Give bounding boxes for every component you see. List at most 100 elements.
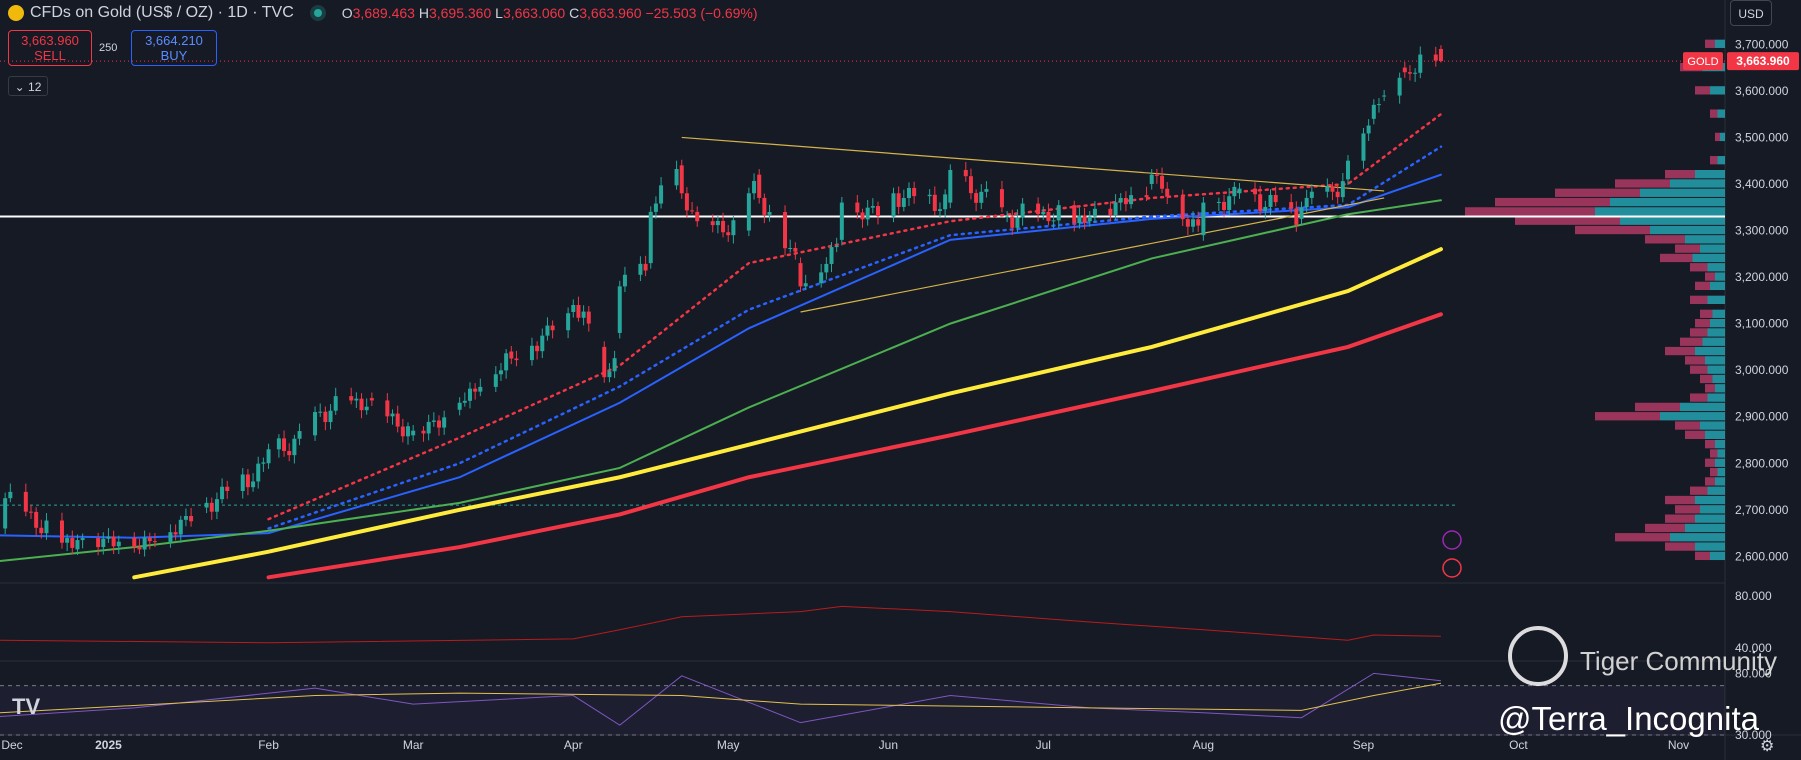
candle-body <box>798 263 803 287</box>
price-tick-label: 2,800.000 <box>1735 456 1789 470</box>
candle-body <box>906 187 911 199</box>
candle-body <box>80 538 85 541</box>
candle-body <box>411 430 416 436</box>
volume-profile-bar-sell <box>1705 440 1715 449</box>
price-tick-label: 2,700.000 <box>1735 503 1789 517</box>
volume-profile-bar-sell <box>1660 253 1693 263</box>
volume-profile-bar-buy <box>1720 132 1725 142</box>
volume-profile-bar-buy <box>1707 365 1725 374</box>
candle-body <box>266 449 271 464</box>
volume-profile-bar-sell <box>1705 272 1715 281</box>
candle-body <box>855 202 860 213</box>
volume-profile-bar-sell <box>1705 458 1715 467</box>
volume-profile-bar-buy <box>1702 337 1725 346</box>
rsi-ma-line <box>0 682 1442 714</box>
buy-button[interactable]: 3,664.210 BUY <box>131 30 217 66</box>
time-tick-label: Mar <box>403 738 424 752</box>
settings-icon[interactable]: ⚙ <box>1760 738 1775 755</box>
candle-body <box>406 426 411 437</box>
candle-body <box>23 491 28 512</box>
candle-body <box>189 515 194 522</box>
time-tick-label: 2025 <box>95 738 122 752</box>
sell-price: 3,663.960 <box>21 33 79 48</box>
sell-button[interactable]: 3,663.960 SELL <box>8 30 92 66</box>
candle-body <box>220 486 225 500</box>
candle-body <box>638 263 643 275</box>
candle-body <box>462 400 467 403</box>
volume-profile-bar-buy <box>1620 216 1725 225</box>
gold-symbol-icon <box>8 5 24 21</box>
candle-body <box>1201 202 1206 236</box>
candle-body <box>968 176 973 194</box>
candle-body <box>1402 67 1407 73</box>
candle-body <box>762 197 767 215</box>
candle-body <box>535 345 540 352</box>
close-label: C <box>569 5 580 21</box>
candle-body <box>896 193 901 207</box>
volume-profile-bar-buy <box>1717 449 1725 458</box>
candle-body <box>509 351 514 359</box>
candle-body <box>313 412 318 436</box>
volume-profile-bar-buy <box>1695 514 1725 523</box>
candle-body <box>586 311 591 324</box>
price-tick-label: 3,500.000 <box>1735 130 1789 144</box>
candle-body <box>504 353 509 371</box>
time-tick-label: May <box>717 738 740 752</box>
currency-button[interactable]: USD <box>1730 0 1772 26</box>
ohlc-readout: O3,689.463 H3,695.360 L3,663.060 C3,663.… <box>342 5 758 21</box>
candle-body <box>726 232 731 236</box>
candle-body <box>349 396 354 401</box>
candle-body <box>261 462 266 464</box>
candle-body <box>1051 220 1056 222</box>
volume-profile-bar-sell <box>1695 551 1710 561</box>
event-lightning-icon <box>1442 530 1462 550</box>
volume-profile-bar-sell <box>1710 467 1718 477</box>
candle-body <box>1263 206 1268 211</box>
candle-body <box>829 247 834 264</box>
candle-body <box>1196 219 1201 226</box>
candle-body <box>803 283 808 287</box>
candle-body <box>385 400 390 417</box>
time-tick-label: Jul <box>1036 738 1051 752</box>
volume-profile-bar-sell <box>1695 86 1710 95</box>
candle-body <box>1253 188 1258 195</box>
price-tick-label: 3,000.000 <box>1735 363 1789 377</box>
last-price-tag <box>1727 52 1799 71</box>
candle-body <box>1376 104 1381 106</box>
candle-body <box>287 451 292 456</box>
candle-body <box>679 165 684 194</box>
candle-body <box>1299 207 1304 219</box>
candle-body <box>617 286 622 333</box>
candle-body <box>1191 219 1196 227</box>
volume-profile-bar-sell <box>1690 263 1708 272</box>
candle-body <box>839 202 844 240</box>
oscillator-line <box>0 605 1441 644</box>
watermark-brand: Tiger Community <box>1580 646 1777 676</box>
candle-body <box>59 520 64 543</box>
volume-profile-bar-sell <box>1690 486 1708 495</box>
candle-body <box>1222 201 1227 210</box>
price-tick-label: 3,200.000 <box>1735 270 1789 284</box>
candle-body <box>875 206 880 217</box>
candle-body <box>240 474 245 491</box>
candle-body <box>860 212 865 220</box>
volume-profile-bar-sell <box>1685 356 1705 365</box>
volume-profile-bar-buy <box>1712 309 1725 318</box>
candle-body <box>752 181 757 194</box>
candle-body <box>101 538 106 548</box>
candle-body <box>1020 203 1025 218</box>
candle-body <box>1072 205 1077 224</box>
candle-body <box>168 532 173 542</box>
candle-body <box>1077 215 1082 224</box>
candle-body <box>1015 217 1020 228</box>
tradingview-logo-icon[interactable]: TV <box>12 694 41 719</box>
candle-body <box>576 305 581 318</box>
candle-body <box>788 247 793 249</box>
volume-profile-bar-buy <box>1660 412 1725 421</box>
indicators-toggle-button[interactable]: ⌄ 12 <box>8 76 48 96</box>
candle-body <box>292 438 297 456</box>
candle-body <box>473 388 478 392</box>
volume-profile-bar-buy <box>1707 295 1725 304</box>
chart-header: CFDs on Gold (US$ / OZ) · 1D · TVC O3,68… <box>8 4 758 22</box>
